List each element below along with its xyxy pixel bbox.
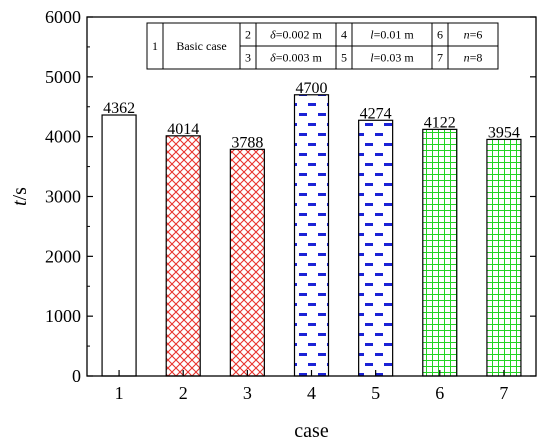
- plot-area: 4362401437884700427441223954010002000300…: [9, 7, 537, 442]
- legend-number: 4: [341, 28, 347, 42]
- x-tick-label: 2: [179, 383, 188, 403]
- bar-value-label: 3788: [231, 134, 263, 151]
- x-tick-label: 6: [435, 383, 444, 403]
- y-tick-label: 1000: [45, 306, 81, 326]
- bar-5: [358, 119, 394, 377]
- y-axis-title: t/s: [9, 187, 31, 206]
- legend-description: n=8: [464, 51, 483, 65]
- bar-value-label: 4014: [167, 121, 199, 138]
- y-tick-label: 0: [72, 366, 81, 386]
- x-tick-label: 4: [307, 383, 316, 403]
- legend-number: 3: [245, 51, 251, 65]
- bar-value-label: 4700: [296, 80, 328, 97]
- bar-2: [165, 135, 201, 377]
- bar-6: [422, 128, 458, 377]
- y-tick-label: 2000: [45, 246, 81, 266]
- y-tick-label: 3000: [45, 187, 81, 207]
- legend-number: 5: [341, 51, 347, 65]
- bar-7: [486, 138, 522, 377]
- legend-description: Basic case: [176, 39, 226, 53]
- y-tick-label: 6000: [45, 7, 81, 27]
- y-tick-label: 4000: [45, 127, 81, 147]
- legend-number: 7: [437, 51, 443, 65]
- bar-value-label: 4362: [103, 100, 135, 117]
- bar-1: [101, 114, 137, 377]
- legend-description: δ=0.003 m: [270, 51, 322, 65]
- legend-number: 6: [437, 28, 443, 42]
- bar-4: [293, 94, 330, 377]
- bar-value-label: 4274: [360, 105, 392, 122]
- bar-value-label: 4122: [424, 114, 456, 131]
- x-tick-label: 5: [371, 383, 380, 403]
- x-tick-label: 7: [499, 383, 508, 403]
- legend-description: l=0.03 m: [370, 51, 414, 65]
- y-tick-label: 5000: [45, 67, 81, 87]
- legend-number: 2: [245, 28, 251, 42]
- x-tick-label: 3: [243, 383, 252, 403]
- x-tick-label: 1: [115, 383, 124, 403]
- legend-number: 1: [152, 39, 158, 53]
- x-axis-title: case: [294, 420, 329, 442]
- legend-table: 1 Basic case 2 δ=0.002 m 3 δ=0.003 m 4 l=0.01 m…: [146, 22, 499, 70]
- legend-description: l=0.01 m: [370, 28, 414, 42]
- legend-description: n=6: [464, 28, 483, 42]
- bar-value-label: 3954: [488, 124, 520, 141]
- legend-description: δ=0.002 m: [270, 28, 322, 42]
- bar-3: [229, 148, 265, 377]
